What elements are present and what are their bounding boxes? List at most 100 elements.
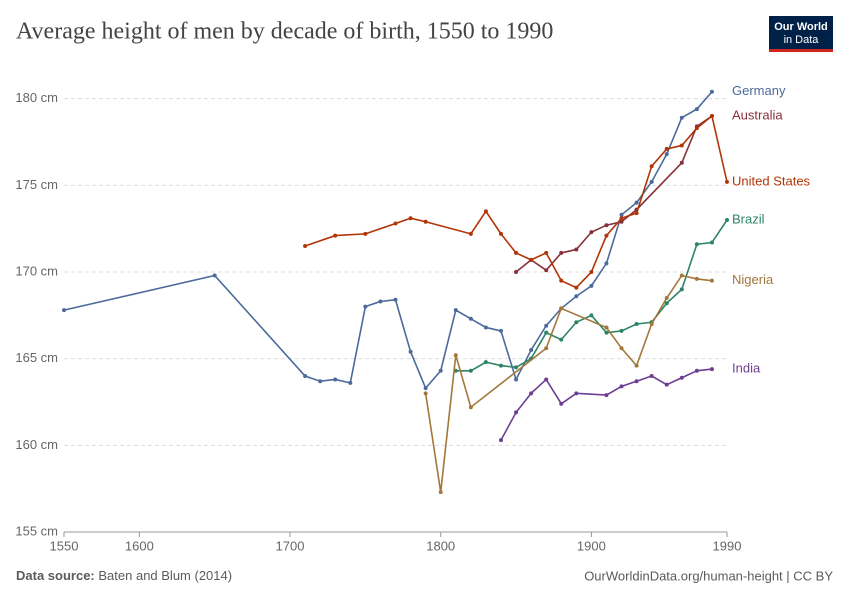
point bbox=[694, 107, 699, 112]
point bbox=[529, 348, 534, 352]
point bbox=[423, 219, 428, 224]
point bbox=[212, 273, 217, 278]
point bbox=[694, 368, 699, 373]
legend-label: Brazil bbox=[732, 211, 765, 226]
point bbox=[604, 393, 609, 398]
point bbox=[619, 219, 624, 224]
logo-text: Our World bbox=[774, 21, 828, 33]
y-tick-label: 175 cm bbox=[15, 177, 58, 192]
x-tick-label: 1990 bbox=[713, 538, 742, 553]
point bbox=[589, 313, 594, 318]
chart-title: Average height of men by decade of birth… bbox=[16, 19, 553, 45]
point bbox=[679, 273, 684, 278]
logo-text: in Data bbox=[784, 34, 820, 46]
point bbox=[363, 231, 368, 236]
point bbox=[709, 114, 714, 118]
point bbox=[604, 233, 609, 238]
point bbox=[423, 386, 428, 391]
point bbox=[303, 244, 308, 248]
y-tick-label: 165 cm bbox=[15, 350, 58, 365]
point bbox=[725, 218, 729, 222]
point bbox=[709, 240, 714, 245]
series-line bbox=[424, 274, 713, 493]
point bbox=[529, 391, 534, 396]
point bbox=[679, 115, 684, 120]
url[interactable]: OurWorldinData.org/human-height | CC BY bbox=[584, 568, 833, 583]
point bbox=[514, 377, 519, 382]
point bbox=[634, 322, 639, 326]
point bbox=[318, 379, 323, 384]
point bbox=[649, 322, 654, 326]
point bbox=[333, 233, 338, 238]
point bbox=[393, 221, 398, 226]
point bbox=[544, 268, 549, 273]
point bbox=[709, 367, 714, 372]
point bbox=[544, 377, 549, 382]
legend-label: Germany bbox=[732, 83, 786, 98]
point bbox=[589, 283, 594, 288]
point bbox=[514, 365, 519, 370]
point bbox=[649, 179, 654, 184]
point bbox=[664, 146, 669, 151]
point bbox=[604, 223, 609, 228]
point bbox=[514, 410, 519, 415]
point bbox=[619, 216, 624, 221]
point bbox=[619, 384, 624, 389]
legend-label: United States bbox=[732, 173, 811, 188]
x-tick-label: 1600 bbox=[125, 538, 154, 553]
point bbox=[483, 360, 488, 365]
point bbox=[408, 349, 413, 354]
point bbox=[544, 323, 549, 328]
point bbox=[679, 143, 684, 148]
y-tick-label: 160 cm bbox=[15, 437, 58, 452]
point bbox=[544, 330, 549, 335]
legend-label: Nigeria bbox=[732, 272, 774, 287]
point bbox=[453, 308, 458, 313]
point bbox=[559, 250, 564, 255]
point bbox=[619, 346, 624, 351]
point bbox=[438, 368, 443, 373]
point bbox=[574, 247, 579, 252]
point bbox=[589, 230, 594, 235]
point bbox=[679, 160, 684, 165]
point bbox=[634, 379, 639, 384]
point bbox=[514, 270, 519, 274]
point bbox=[514, 250, 519, 255]
point bbox=[544, 346, 549, 351]
point bbox=[574, 391, 579, 396]
point bbox=[694, 276, 699, 281]
point bbox=[438, 490, 443, 495]
point bbox=[664, 296, 669, 300]
point bbox=[649, 374, 654, 378]
point bbox=[664, 382, 669, 387]
point bbox=[559, 401, 564, 406]
source-label: Data source: bbox=[16, 568, 95, 583]
point bbox=[62, 308, 66, 313]
point bbox=[378, 299, 383, 304]
x-tick-label: 1700 bbox=[276, 538, 305, 553]
point bbox=[619, 212, 624, 217]
point bbox=[679, 375, 684, 380]
point bbox=[453, 353, 458, 358]
point bbox=[709, 89, 714, 94]
logo-box bbox=[769, 16, 833, 50]
point bbox=[725, 179, 729, 184]
point bbox=[574, 294, 579, 299]
point bbox=[423, 391, 428, 396]
point bbox=[664, 301, 669, 306]
legend-label: India bbox=[732, 361, 761, 376]
point bbox=[589, 270, 594, 274]
y-tick-label: 155 cm bbox=[15, 523, 58, 538]
legend-label: Australia bbox=[732, 107, 783, 122]
point bbox=[574, 320, 579, 325]
point bbox=[604, 330, 609, 335]
series-line bbox=[515, 115, 713, 273]
point bbox=[468, 231, 473, 236]
point bbox=[694, 126, 699, 131]
point bbox=[483, 325, 488, 330]
point bbox=[604, 261, 609, 266]
point bbox=[468, 405, 473, 410]
x-tick-label: 1900 bbox=[577, 538, 606, 553]
